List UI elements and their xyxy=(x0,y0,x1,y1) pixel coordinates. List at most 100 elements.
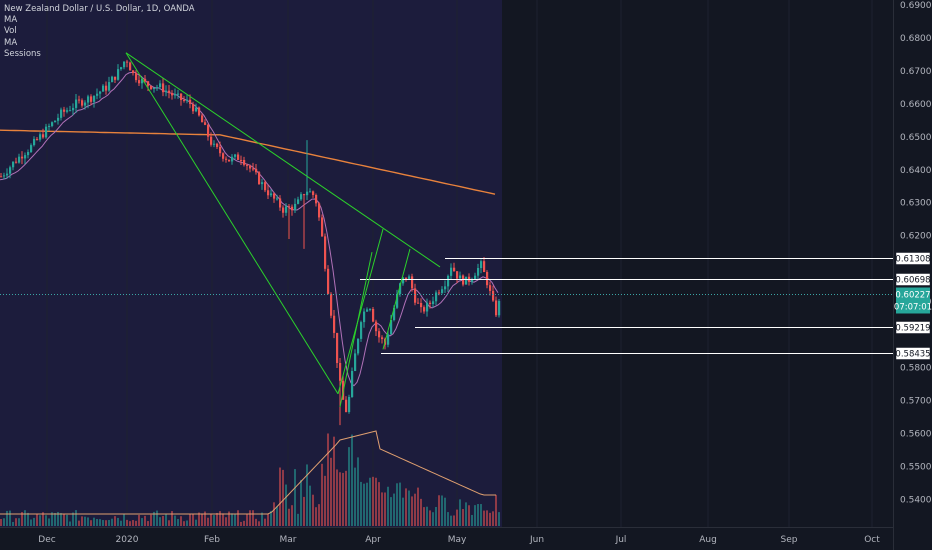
volume-bar xyxy=(477,504,479,526)
candle xyxy=(465,276,468,285)
candle xyxy=(417,298,420,304)
x-tick-label: Apr xyxy=(365,535,381,545)
volume-bar xyxy=(309,485,311,526)
volume-bar xyxy=(393,493,395,526)
candle xyxy=(36,136,39,141)
indicator-sessions[interactable]: Sessions xyxy=(4,48,41,59)
candle xyxy=(15,157,18,164)
volume-bar xyxy=(3,518,5,526)
volume-bar xyxy=(417,487,419,526)
y-tick-label: 0.54000 xyxy=(900,495,932,505)
current-price-tag: 0.60227 07:07:01 xyxy=(894,287,932,314)
volume-bar xyxy=(405,488,407,526)
candle xyxy=(174,88,177,99)
candle xyxy=(210,132,213,147)
volume-bar xyxy=(39,515,41,526)
volume-bar xyxy=(204,511,206,526)
candle xyxy=(315,193,318,207)
candle xyxy=(369,308,372,312)
candle xyxy=(168,84,171,99)
candle xyxy=(387,330,390,348)
volume-bar xyxy=(270,510,272,526)
volume-bar xyxy=(459,499,461,526)
candle xyxy=(312,190,315,198)
volume-bar xyxy=(351,434,353,526)
candle xyxy=(228,159,231,162)
x-tick-label: Feb xyxy=(204,535,220,545)
volume-bar xyxy=(234,513,236,526)
candle xyxy=(288,204,291,239)
volume-bar xyxy=(120,520,122,526)
volume-bar xyxy=(189,514,191,526)
price-level-tag: 0.61308 xyxy=(895,252,931,265)
candle xyxy=(459,271,462,279)
candle xyxy=(66,107,69,114)
candle xyxy=(234,153,237,160)
volume-bar xyxy=(183,521,185,526)
volume-bar xyxy=(36,513,38,526)
candle xyxy=(297,196,300,205)
candle xyxy=(69,105,72,112)
volume-bar xyxy=(462,509,464,526)
candle xyxy=(243,156,246,167)
candle xyxy=(354,349,357,372)
candle xyxy=(147,80,150,92)
candle xyxy=(63,106,66,117)
volume-bar xyxy=(228,511,230,526)
candle xyxy=(291,204,294,216)
volume-bar xyxy=(72,512,74,526)
candle xyxy=(255,164,258,175)
volume-bar xyxy=(399,482,401,526)
volume-bar xyxy=(252,510,254,526)
indicator-ma-2[interactable]: MA xyxy=(4,37,18,48)
volume-bar xyxy=(435,506,437,526)
volume-bar xyxy=(138,514,140,526)
volume-bar xyxy=(402,497,404,526)
candle xyxy=(480,259,483,274)
candle xyxy=(24,152,27,165)
volume-bar xyxy=(111,518,113,526)
volume-bar xyxy=(420,498,422,526)
candle xyxy=(216,142,219,149)
volume-bar xyxy=(276,506,278,526)
volume-bar xyxy=(213,515,215,526)
volume-bar xyxy=(480,504,482,526)
candle xyxy=(99,90,102,99)
candle xyxy=(33,136,36,147)
x-tick-label: Jun xyxy=(529,535,544,545)
volume-bar xyxy=(102,520,104,526)
candle xyxy=(489,281,492,296)
candle xyxy=(402,277,405,286)
candle xyxy=(90,94,93,106)
volume-bar xyxy=(285,484,287,526)
candle xyxy=(126,59,129,68)
symbol-title[interactable]: New Zealand Dollar / U.S. Dollar, 1D, OA… xyxy=(4,4,195,14)
candle xyxy=(270,189,273,197)
indicator-ma-1[interactable]: MA xyxy=(4,15,18,26)
candle xyxy=(54,120,57,123)
bar-countdown-label: 07:07:01 xyxy=(894,303,932,313)
candle xyxy=(285,203,288,216)
volume-bar xyxy=(483,510,485,526)
volume-bar xyxy=(12,521,14,526)
volume-bar xyxy=(486,510,488,526)
candle xyxy=(327,265,330,295)
volume-bar xyxy=(300,479,302,526)
candle xyxy=(0,173,3,178)
volume-bar xyxy=(108,519,110,526)
volume-bar xyxy=(192,514,194,526)
candle xyxy=(93,95,96,108)
volume-bar xyxy=(186,520,188,526)
indicator-vol[interactable]: Vol xyxy=(4,26,17,37)
candle xyxy=(171,90,174,100)
candle xyxy=(264,180,267,193)
candle xyxy=(483,256,486,273)
volume-bar xyxy=(93,517,95,526)
candle xyxy=(246,163,249,171)
volume-bar xyxy=(105,520,107,526)
volume-bar xyxy=(267,514,269,526)
x-tick-label: Dec xyxy=(38,535,55,545)
